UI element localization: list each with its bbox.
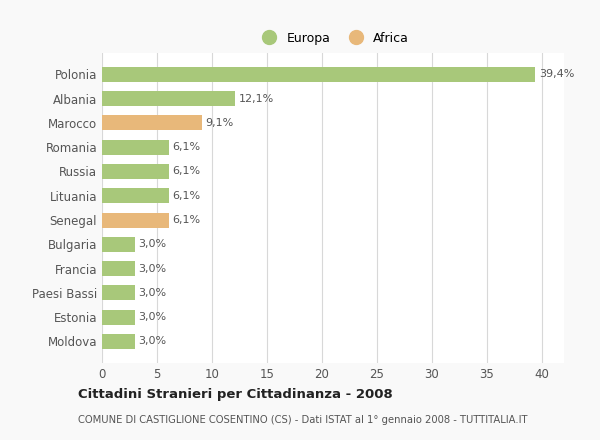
Text: 3,0%: 3,0% bbox=[139, 312, 166, 322]
Bar bbox=[102, 91, 235, 106]
Bar bbox=[102, 213, 169, 227]
Text: 12,1%: 12,1% bbox=[238, 94, 274, 104]
Text: 6,1%: 6,1% bbox=[172, 215, 200, 225]
Text: 39,4%: 39,4% bbox=[539, 70, 574, 80]
Legend: Europa, Africa: Europa, Africa bbox=[253, 28, 413, 48]
Bar bbox=[102, 285, 135, 301]
Bar bbox=[102, 188, 169, 203]
Text: 3,0%: 3,0% bbox=[139, 239, 166, 249]
Text: 6,1%: 6,1% bbox=[172, 191, 200, 201]
Bar bbox=[102, 237, 135, 252]
Text: COMUNE DI CASTIGLIONE COSENTINO (CS) - Dati ISTAT al 1° gennaio 2008 - TUTTITALI: COMUNE DI CASTIGLIONE COSENTINO (CS) - D… bbox=[78, 415, 527, 425]
Text: 3,0%: 3,0% bbox=[139, 336, 166, 346]
Bar bbox=[102, 261, 135, 276]
Text: 6,1%: 6,1% bbox=[172, 166, 200, 176]
Bar bbox=[102, 334, 135, 349]
Text: 3,0%: 3,0% bbox=[139, 264, 166, 274]
Bar bbox=[102, 310, 135, 325]
Bar bbox=[102, 115, 202, 131]
Text: 9,1%: 9,1% bbox=[205, 118, 233, 128]
Text: Cittadini Stranieri per Cittadinanza - 2008: Cittadini Stranieri per Cittadinanza - 2… bbox=[78, 388, 393, 401]
Bar bbox=[102, 140, 169, 155]
Text: 3,0%: 3,0% bbox=[139, 288, 166, 298]
Bar bbox=[102, 164, 169, 179]
Text: 6,1%: 6,1% bbox=[172, 142, 200, 152]
Bar bbox=[102, 67, 535, 82]
